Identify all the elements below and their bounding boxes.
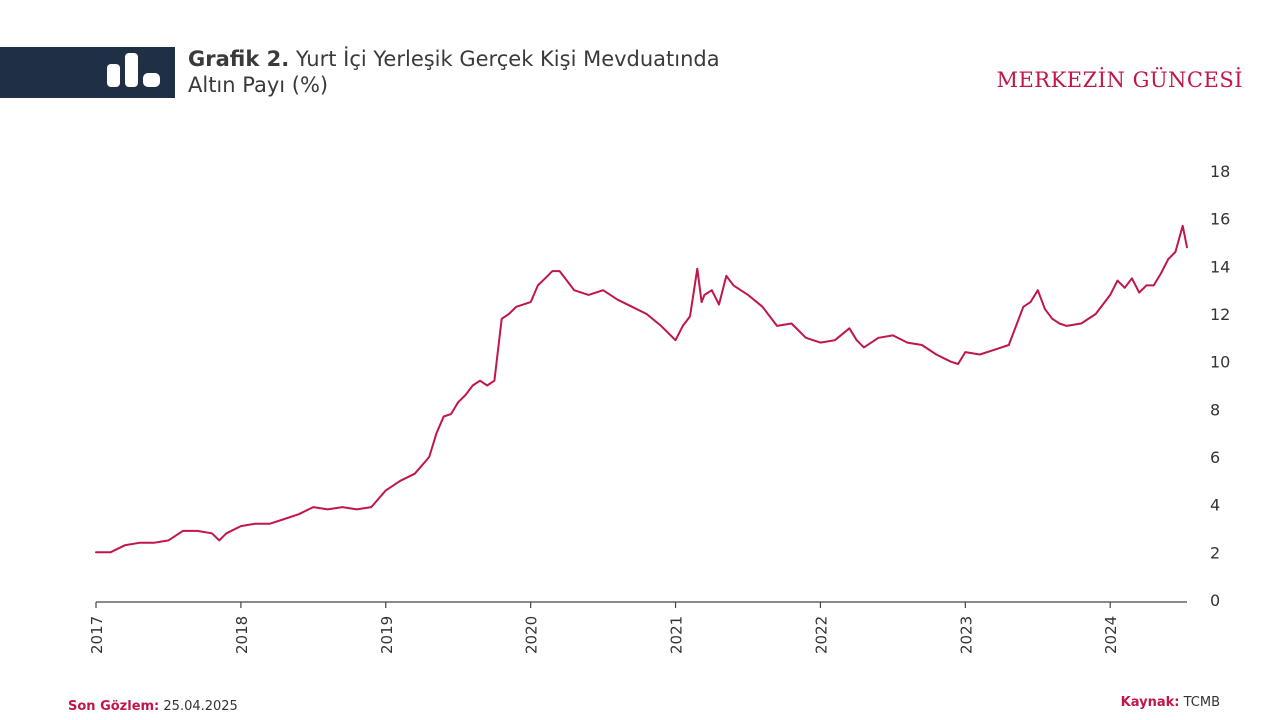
x-tick-label: 2018	[233, 616, 251, 654]
chart-title-line1: Yurt İçi Yerleşik Gerçek Kişi Mevduatınd…	[289, 47, 720, 71]
source: Kaynak: TCMB	[1121, 695, 1220, 710]
header-bar	[0, 47, 175, 98]
source-label: Kaynak:	[1120, 695, 1180, 710]
y-tick-label: 6	[1210, 448, 1220, 467]
x-tick-label: 2017	[88, 616, 106, 654]
icon-bar-3	[143, 73, 160, 87]
y-tick-label: 14	[1210, 257, 1230, 276]
source-value: TCMB	[1179, 695, 1220, 710]
bar-chart-icon	[107, 53, 160, 87]
x-tick-label: 2021	[668, 616, 686, 654]
icon-bar-1	[107, 64, 120, 87]
chart-title: Grafik 2. Yurt İçi Yerleşik Gerçek Kişi …	[188, 46, 720, 98]
x-tick-label: 2023	[957, 616, 975, 654]
y-tick-label: 10	[1210, 353, 1230, 372]
last-observation-value: 25.04.2025	[159, 699, 238, 714]
y-tick-label: 16	[1210, 210, 1230, 229]
y-tick-label: 2	[1210, 543, 1220, 562]
y-tick-label: 8	[1210, 400, 1220, 419]
last-observation: Son Gözlem: 25.04.2025	[68, 699, 238, 714]
chart-title-bold: Grafik 2.	[188, 47, 290, 71]
chart-title-line2: Altın Payı (%)	[188, 73, 329, 97]
icon-bar-2	[125, 53, 138, 87]
last-observation-label: Son Gözlem:	[68, 699, 160, 714]
brand-logo: MERKEZİN GÜNCESİ	[996, 68, 1243, 92]
y-tick-label: 12	[1210, 305, 1230, 324]
y-tick-label: 0	[1210, 591, 1220, 610]
y-tick-label: 4	[1210, 496, 1220, 515]
y-tick-label: 18	[1210, 162, 1230, 181]
x-tick-label: 2019	[378, 616, 396, 654]
x-tick-label: 2020	[523, 616, 541, 654]
series-line	[95, 224, 1188, 554]
x-tick-label: 2024	[1102, 616, 1120, 654]
x-tick-label: 2022	[812, 616, 830, 654]
